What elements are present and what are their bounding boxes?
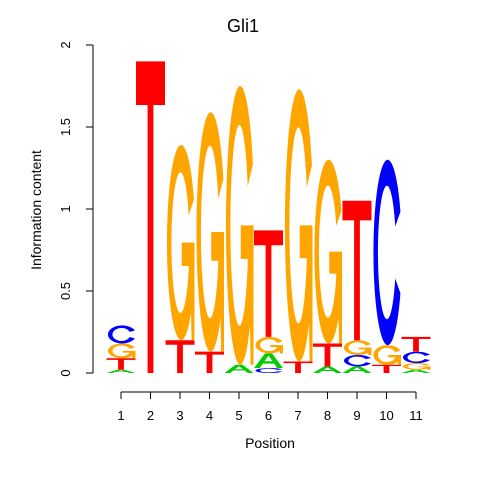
x-tick-label: 2 (147, 408, 154, 423)
y-tick-label: 0.5 (58, 282, 73, 300)
x-tick-label: 10 (379, 408, 393, 423)
letter-G-pos-4 (196, 112, 224, 352)
y-axis: 0 0.5 1 1.5 2 (58, 41, 94, 377)
letter-C-pos-6 (255, 368, 283, 373)
x-tick-label: 4 (206, 408, 213, 423)
y-tick-label: 1.5 (58, 118, 73, 136)
y-tick-label: 2 (58, 41, 73, 48)
x-tick-label: 9 (353, 408, 360, 423)
letter-T-pos-7 (283, 361, 313, 373)
x-tick-label: 5 (235, 408, 242, 423)
logo-letters (106, 61, 431, 374)
letter-T-pos-2 (136, 61, 165, 374)
letter-T-pos-6 (254, 230, 283, 337)
letter-G-pos-8 (314, 159, 342, 344)
letter-C-pos-11 (402, 351, 430, 364)
x-tick-label: 7 (294, 408, 301, 423)
x-axis: 1 2 3 4 5 6 7 8 9 10 11 (117, 391, 423, 423)
y-axis-label: Information content (28, 150, 44, 270)
letter-T-pos-11 (401, 336, 431, 352)
letter-A-pos-11 (401, 369, 431, 373)
letter-G-pos-10 (373, 345, 401, 365)
letter-G-pos-1 (107, 343, 136, 359)
letter-T-pos-9 (342, 200, 372, 341)
letter-T-pos-4 (195, 351, 224, 373)
letter-T-pos-3 (165, 340, 195, 373)
x-tick-label: 6 (265, 408, 272, 423)
letter-G-pos-9 (343, 340, 372, 355)
letter-T-pos-1 (106, 358, 136, 370)
letter-G-pos-6 (255, 336, 283, 354)
letter-A-pos-9 (342, 366, 372, 373)
letter-G-pos-3 (166, 145, 195, 341)
letter-T-pos-8 (313, 343, 342, 367)
letter-A-pos-8 (313, 366, 342, 373)
x-tick-label: 3 (176, 408, 183, 423)
letter-C-pos-1 (107, 325, 135, 344)
y-tick-label: 0 (58, 369, 73, 376)
letter-T-pos-10 (372, 364, 401, 373)
letter-A-pos-6 (254, 353, 283, 369)
letter-G-pos-11 (402, 363, 431, 370)
x-tick-label: 8 (324, 408, 331, 423)
chart-title: Gli1 (227, 16, 259, 36)
x-axis-label: Position (245, 435, 295, 451)
letter-C-pos-9 (343, 354, 371, 367)
x-tick-label: 11 (409, 408, 423, 423)
y-tick-label: 1 (58, 205, 73, 212)
letter-A-pos-1 (106, 369, 136, 373)
letter-A-pos-5 (224, 364, 254, 373)
x-tick-label: 1 (117, 408, 124, 423)
letter-G-pos-5 (225, 85, 254, 365)
letter-G-pos-7 (284, 89, 313, 362)
letter-C-pos-10 (373, 159, 401, 346)
